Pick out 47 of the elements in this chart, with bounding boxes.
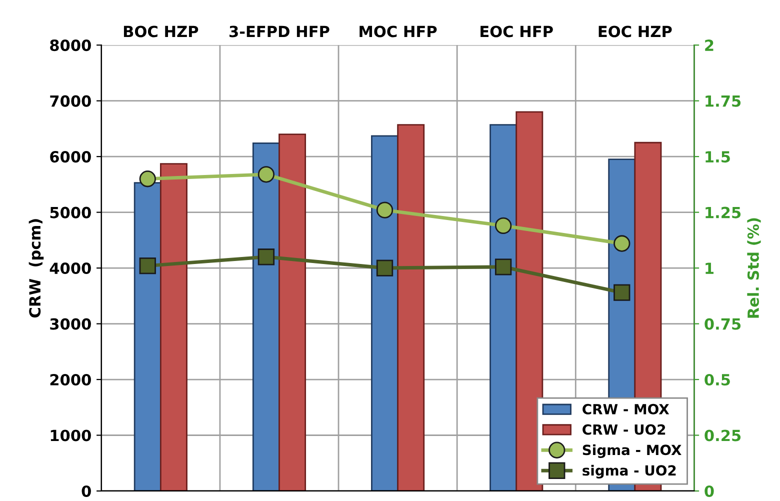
x-tick-label: 3-EFPD HFP xyxy=(230,26,330,38)
bar xyxy=(252,142,280,491)
y2-axis-title: Rel. Std (%) xyxy=(747,218,761,318)
y-tick-label: 8000 xyxy=(50,40,91,52)
legend-label: sigma - UO2 xyxy=(582,464,676,478)
bar xyxy=(516,111,544,491)
y-tick-label: 7000 xyxy=(50,95,91,107)
y2-tick-label: 1.25 xyxy=(706,206,741,218)
point xyxy=(614,235,630,252)
y2-tick-label: 1.75 xyxy=(706,95,741,107)
y2-tick-label: 2 xyxy=(705,40,714,51)
point xyxy=(258,166,275,183)
legend-label: CRW - MOX xyxy=(582,404,670,414)
point xyxy=(139,170,156,188)
x-tick-label: EOC HZP xyxy=(598,26,672,38)
x-tick-label: EOC HFP xyxy=(480,26,553,38)
point xyxy=(494,258,512,276)
y2-tick-label: 1 xyxy=(706,262,714,274)
bar xyxy=(278,134,306,491)
legend-label: Sigma - MOX xyxy=(582,444,682,458)
point xyxy=(376,260,394,276)
y-tick-label: 3000 xyxy=(50,318,91,330)
legend-label: CRW - UO2 xyxy=(582,424,666,435)
x-tick-label: MOC HFP xyxy=(360,26,437,38)
y-tick-label: 5000 xyxy=(50,206,91,218)
y2-tick-label: 0.75 xyxy=(704,318,741,330)
y2-tick-label: 0.25 xyxy=(704,430,741,442)
x-tick-label: BOC HZP xyxy=(124,26,198,38)
bar xyxy=(160,163,188,491)
bar xyxy=(371,135,398,491)
bar xyxy=(397,124,425,491)
point xyxy=(139,257,156,274)
y-axis-title: CRW (pcm) xyxy=(28,219,44,318)
bar xyxy=(134,182,162,491)
y-tick-label: 2000 xyxy=(50,374,91,386)
y2-tick-label: 1.5 xyxy=(706,151,730,163)
y-tick-label: 1000 xyxy=(50,430,91,442)
y2-tick-label: 0 xyxy=(704,485,714,497)
point xyxy=(614,284,630,301)
y2-tick-label: 0.5 xyxy=(704,374,730,386)
y-tick-label: 4000 xyxy=(50,262,91,274)
point xyxy=(376,202,394,218)
point xyxy=(494,217,512,234)
y-tick-label: 6000 xyxy=(50,151,91,163)
y-tick-label: 0 xyxy=(82,485,91,497)
bar xyxy=(490,124,518,491)
point xyxy=(258,248,275,266)
